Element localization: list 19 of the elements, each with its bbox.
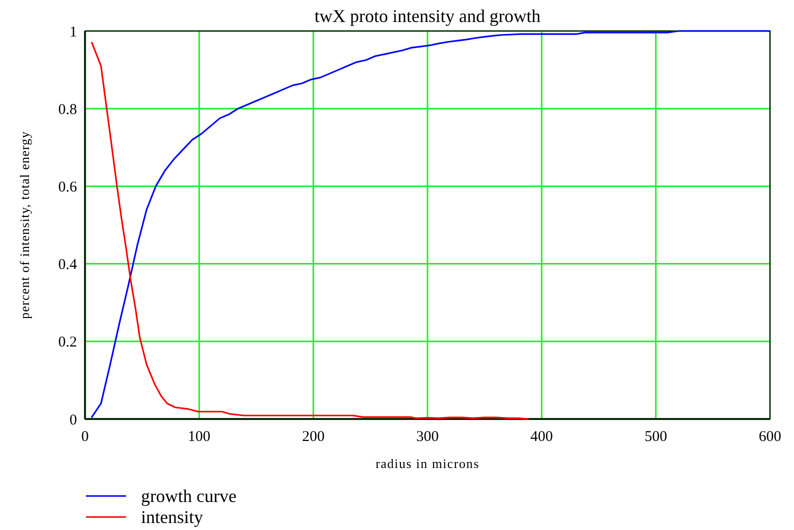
chart-title: twX proto intensity and growth: [314, 6, 540, 26]
line-series: [91, 42, 529, 420]
y-tick-label: 0.2: [58, 334, 77, 351]
y-tick-label: 0.8: [58, 102, 77, 118]
x-tick-label: 600: [758, 429, 782, 445]
y-tick-label: 1: [70, 24, 77, 40]
x-tick-label: 300: [416, 429, 439, 445]
x-tick-label: 200: [302, 429, 325, 445]
x-tick-label: 400: [530, 429, 553, 445]
y-axis-title: percent of intensity, total energy: [17, 131, 32, 319]
legend-label: growth curve: [141, 486, 236, 506]
x-tick-label: 0: [81, 429, 89, 445]
x-tick-label: 500: [644, 429, 668, 445]
y-tick-label: 0.6: [58, 179, 78, 196]
y-tick-label: 0: [70, 412, 77, 428]
y-tick-label: 0.4: [58, 257, 78, 274]
x-tick-label: 100: [188, 429, 210, 445]
x-axis-title: radius in microns: [376, 456, 480, 471]
legend-label: intensity: [141, 506, 203, 527]
